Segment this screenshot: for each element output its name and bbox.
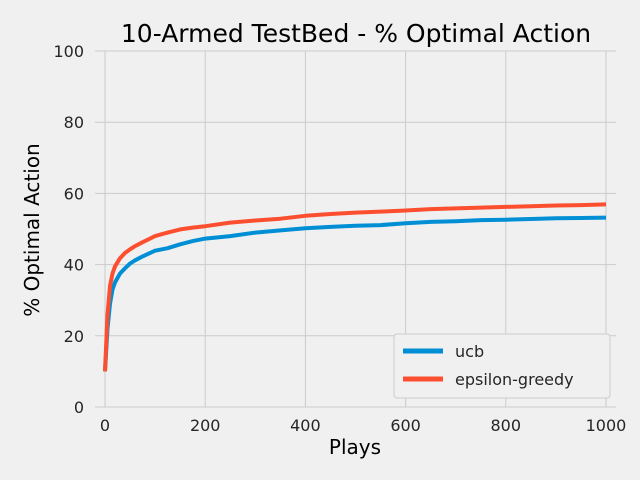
y-tick-label: 100 bbox=[53, 42, 84, 61]
legend-box bbox=[393, 333, 611, 399]
series-line-ucb bbox=[103, 215, 607, 372]
y-tick-label: 20 bbox=[64, 327, 84, 346]
y-tick-label: 40 bbox=[64, 256, 84, 275]
chart-title: 10-Armed TestBed - % Optimal Action bbox=[121, 19, 591, 48]
x-tick-label: 1000 bbox=[586, 416, 627, 435]
y-tick-labels: 0 20 40 60 80 100 bbox=[53, 42, 84, 417]
x-tick-label: 600 bbox=[390, 416, 421, 435]
legend: ucb epsilon-greedy bbox=[393, 333, 611, 399]
series-layer bbox=[103, 202, 607, 372]
x-tick-label: 0 bbox=[100, 416, 110, 435]
x-tick-labels: 0 200 400 600 800 1000 bbox=[100, 416, 626, 435]
x-axis-label: Plays bbox=[329, 435, 381, 459]
series-line-epsilon-greedy bbox=[103, 202, 607, 372]
legend-label-epsilon-greedy: epsilon-greedy bbox=[455, 370, 574, 389]
x-tick-label: 200 bbox=[190, 416, 221, 435]
legend-label-ucb: ucb bbox=[455, 342, 484, 361]
x-tick-label: 800 bbox=[491, 416, 522, 435]
y-tick-label: 60 bbox=[64, 184, 84, 203]
y-tick-label: 80 bbox=[64, 113, 84, 132]
y-tick-label: 0 bbox=[74, 398, 84, 417]
y-axis-label: % Optimal Action bbox=[20, 143, 44, 317]
x-tick-label: 400 bbox=[290, 416, 321, 435]
